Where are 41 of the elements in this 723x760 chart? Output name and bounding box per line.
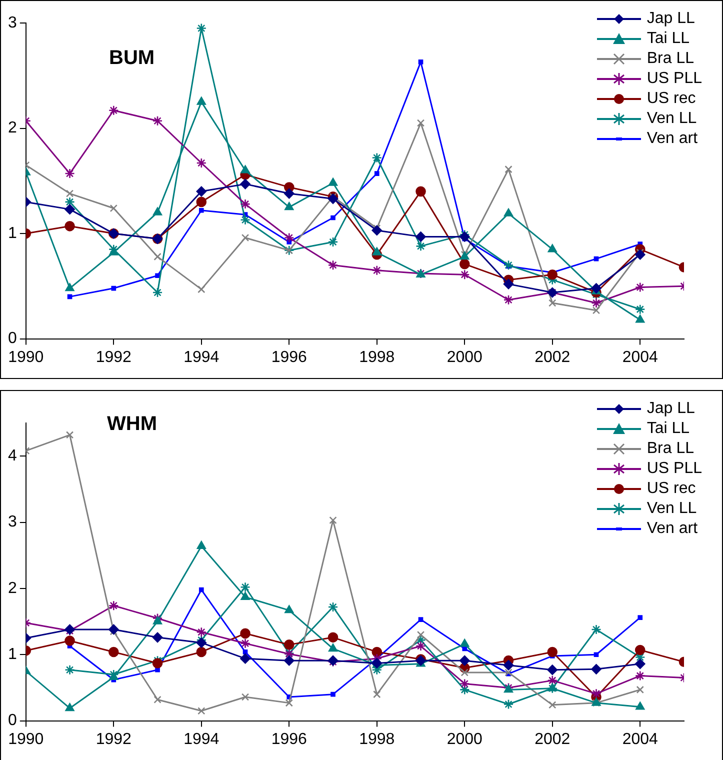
y-tick-label: 4 xyxy=(8,447,17,464)
x-tick-label: 1994 xyxy=(184,730,220,748)
x-tick-label: 1990 xyxy=(8,348,44,366)
legend-label: Bra LL xyxy=(646,440,694,458)
legend-label: US PLL xyxy=(646,70,702,88)
legend-label: Ven art xyxy=(646,130,698,148)
legend-label: Ven LL xyxy=(646,500,697,518)
legend-label: US rec xyxy=(646,480,696,498)
y-tick-label: 3 xyxy=(8,14,17,32)
x-tick-label: 1992 xyxy=(96,348,132,366)
legend-label: Jap LL xyxy=(646,10,695,28)
legend-label: Tai LL xyxy=(646,30,690,48)
y-tick-label: 1 xyxy=(8,646,17,664)
chart-title: WHM xyxy=(107,413,157,436)
legend-label: Ven art xyxy=(646,520,698,538)
x-tick-label: 2000 xyxy=(446,730,483,748)
x-tick-label: 1994 xyxy=(184,348,220,366)
x-tick-label: 1992 xyxy=(96,730,132,748)
x-tick-label: 1996 xyxy=(271,730,308,748)
legend-label: US rec xyxy=(646,90,696,108)
y-tick-label: 2 xyxy=(8,120,17,137)
x-tick-label: 2002 xyxy=(534,348,570,366)
y-tick-label: 1 xyxy=(8,224,17,242)
y-tick-label: 0 xyxy=(8,330,17,348)
y-tick-label: 0 xyxy=(8,712,17,730)
legend-label: Bra LL xyxy=(646,50,694,68)
x-tick-label: 1996 xyxy=(271,348,308,366)
legend-label: Tai LL xyxy=(646,420,690,438)
x-tick-label: 2004 xyxy=(622,730,658,748)
x-tick-label: 1998 xyxy=(359,348,395,366)
legend-label: Jap LL xyxy=(646,400,695,418)
text: BUM xyxy=(109,47,155,70)
legend-label: US PLL xyxy=(646,460,702,478)
legend-label: Ven LL xyxy=(646,110,697,128)
x-tick-label: 1998 xyxy=(359,730,395,748)
y-tick-label: 2 xyxy=(8,580,17,597)
x-tick-label: 2000 xyxy=(446,348,483,366)
x-tick-label: 1990 xyxy=(8,730,44,748)
x-tick-label: 2004 xyxy=(622,348,658,366)
x-tick-label: 2002 xyxy=(534,730,570,748)
y-tick-label: 3 xyxy=(8,514,17,531)
